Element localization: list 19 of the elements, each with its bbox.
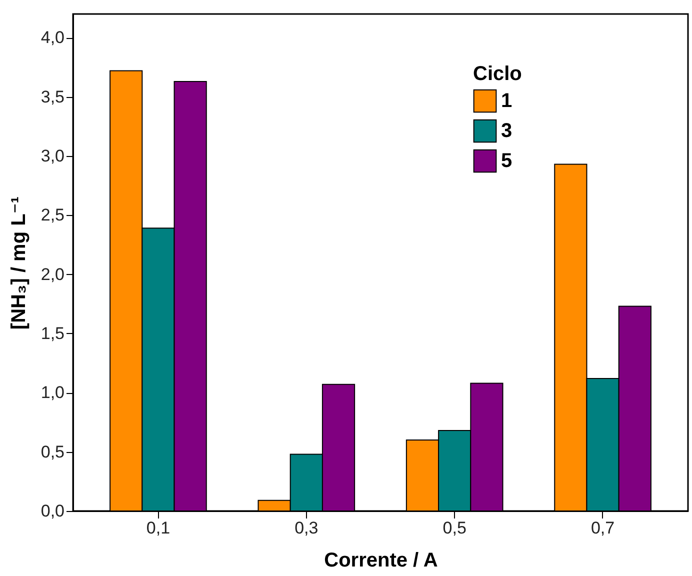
legend-title: Ciclo [473, 63, 522, 85]
y-tick-label: 3,5 [40, 87, 64, 106]
y-tick-label: 2,0 [40, 264, 64, 284]
y-tick-label: 1,0 [40, 383, 64, 402]
legend-label: 3 [501, 120, 512, 142]
legend-label: 1 [501, 90, 512, 112]
x-tick-label: 0,7 [590, 518, 615, 538]
x-axis-title: Corrente / A [324, 550, 438, 572]
x-tick-label: 0,5 [442, 518, 466, 538]
legend-label: 5 [501, 150, 512, 172]
x-tick-label: 0,1 [146, 518, 170, 538]
y-tick-label: 3,0 [40, 146, 64, 166]
x-tick-label: 0,3 [294, 518, 318, 538]
y-tick-label: 0,5 [40, 442, 64, 462]
y-tick-label: 4,0 [40, 28, 64, 48]
y-tick-label: 0,0 [40, 502, 64, 520]
y-tick-label: 2,5 [40, 206, 64, 225]
y-tick-label: 1,5 [40, 324, 64, 343]
y-axis-title: [NH₃] / mg L⁻¹ [8, 196, 30, 330]
